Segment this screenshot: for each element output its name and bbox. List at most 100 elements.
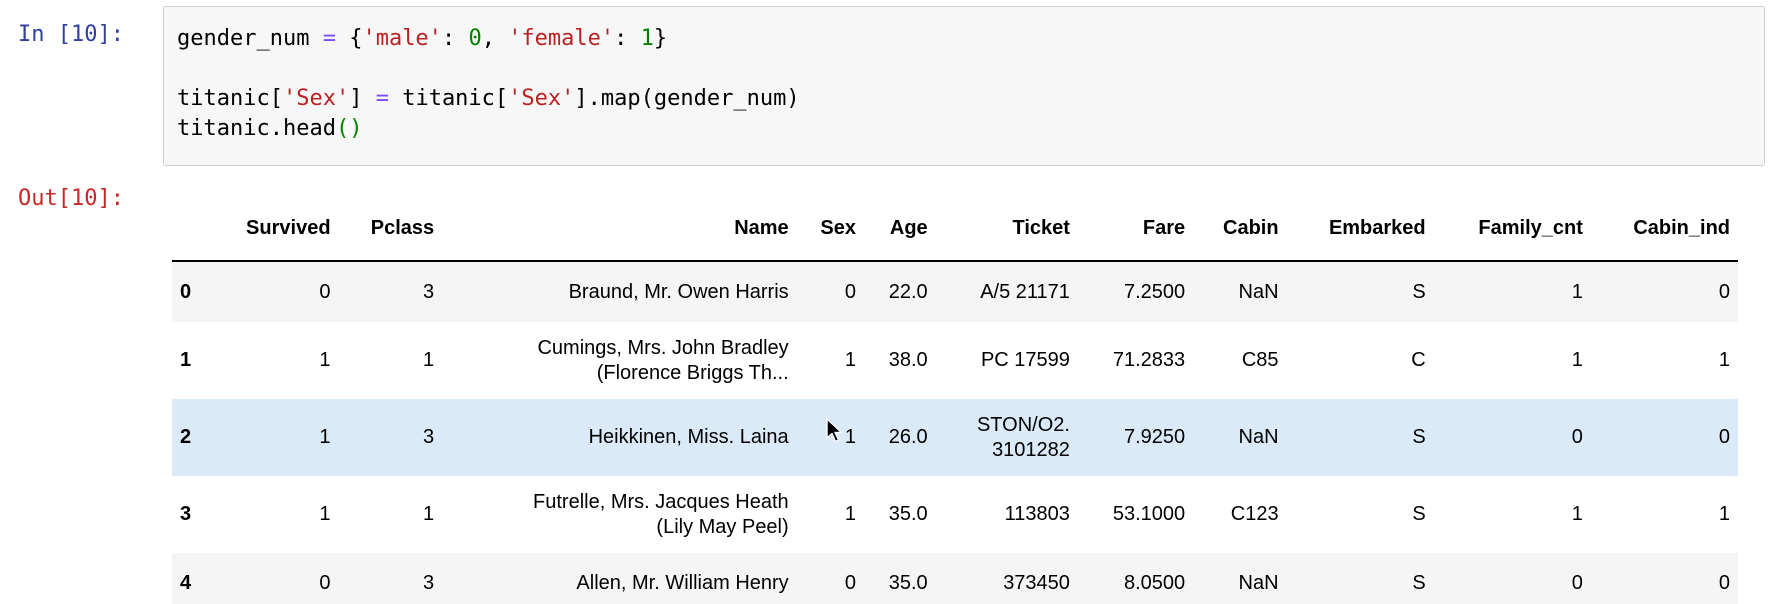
cell-fare: 53.1000 (1112, 503, 1186, 525)
cell-cabin-ind: 1 (1718, 503, 1730, 525)
table-row: 4 0 3 Allen, Mr. William Henry 0 35.0 37… (172, 553, 1738, 604)
cell-ticket-line-1: 113803 (1004, 503, 1070, 525)
cell-ticket: 373450 (936, 553, 1078, 604)
cell-sex: 0 (844, 572, 856, 594)
cell-survived: 0 (319, 572, 331, 594)
cell-name-line-1: Cumings, Mrs. John Bradley (537, 336, 789, 359)
cell-name: Allen, Mr. William Henry (442, 553, 797, 604)
cell-name: Braund, Mr. Owen Harris (442, 261, 797, 322)
cell-pclass: 3 (423, 280, 435, 303)
code-line-3: titanic['Sex'] = titanic['Sex'].map(gend… (177, 86, 800, 111)
table-row-highlighted: 2 1 3 Heikkinen, Miss. Laina 1 26.0 STON… (172, 399, 1738, 476)
row-index: 0 (180, 280, 192, 303)
cell-ticket-line-2: 3101282 (992, 438, 1070, 461)
cell-family-cnt: 0 (1571, 572, 1583, 594)
column-header-embarked: Embarked (1286, 196, 1434, 262)
cell-embarked: S (1412, 503, 1426, 525)
row-index: 1 (180, 349, 192, 371)
cell-cabin-ind: 0 (1718, 280, 1730, 303)
cell-family-cnt: 0 (1571, 426, 1583, 448)
column-header-cabin: Cabin (1193, 196, 1287, 262)
cell-ticket-line-1: 373450 (1003, 572, 1070, 594)
cell-embarked: S (1412, 280, 1426, 303)
table-header-row: Survived Pclass Name Sex Age Ticket Fare… (172, 196, 1738, 262)
cell-name-line-2: (Florence Briggs Th... (596, 361, 789, 384)
cell-age: 38.0 (888, 349, 928, 371)
column-header-family-cnt: Family_cnt (1433, 196, 1591, 262)
cell-ticket-line-1: STON/O2. (976, 413, 1070, 436)
cell-name: Futrelle, Mrs. Jacques Heath (Lily May Pe… (442, 476, 797, 553)
code-editor[interactable]: gender_num = {'male': 0, 'female': 1} ti… (177, 24, 800, 144)
cell-ticket-line-1: A/5 21171 (980, 280, 1070, 303)
cell-cabin-ind: 1 (1718, 349, 1730, 371)
output-prompt: Out[10]: (18, 186, 124, 211)
column-header-sex: Sex (796, 196, 864, 262)
cell-name-line-1: Braund, Mr. Owen Harris (568, 280, 789, 303)
cell-ticket: 113803 (936, 476, 1078, 553)
column-header-fare: Fare (1077, 196, 1194, 262)
cell-ticket: A/5 21171 (936, 261, 1078, 322)
table-row: 3 1 1 Futrelle, Mrs. Jacques Heath (Lily … (172, 476, 1738, 553)
cell-survived: 1 (319, 426, 331, 448)
column-header-survived: Survived (207, 196, 339, 262)
column-header-age: Age (864, 196, 936, 262)
cell-pclass: 1 (423, 503, 435, 525)
cell-cabin: NaN (1238, 280, 1279, 303)
cell-cabin: C123 (1230, 503, 1279, 525)
code-line-1: gender_num = {'male': 0, 'female': 1} (177, 26, 668, 51)
input-prompt: In [10]: (18, 22, 124, 47)
cell-age: 35.0 (888, 572, 928, 594)
cell-fare: 71.2833 (1112, 349, 1186, 371)
cell-survived: 1 (319, 503, 331, 525)
cell-fare: 7.2500 (1124, 280, 1186, 303)
cell-age: 22.0 (888, 280, 928, 303)
cell-sex: 1 (844, 426, 856, 448)
cell-pclass: 3 (423, 426, 435, 448)
cell-name-line-2: (Lily May Peel) (656, 515, 789, 538)
cell-survived: 0 (319, 280, 331, 303)
cell-family-cnt: 1 (1571, 280, 1583, 303)
code-line-4: titanic.head() (177, 116, 363, 141)
dataframe-table: Survived Pclass Name Sex Age Ticket Fare… (172, 196, 1738, 604)
table-row: 0 0 3 Braund, Mr. Owen Harris 0 22.0 A/5… (172, 261, 1738, 322)
cell-family-cnt: 1 (1571, 503, 1583, 525)
cell-name-line-1: Heikkinen, Miss. Laina (588, 426, 789, 448)
row-index: 4 (180, 572, 192, 594)
column-header-ticket: Ticket (935, 196, 1078, 262)
cell-sex: 1 (844, 503, 856, 525)
cell-family-cnt: 1 (1571, 349, 1583, 371)
cell-age: 35.0 (888, 503, 928, 525)
cell-embarked: S (1412, 572, 1426, 594)
mouse-pointer-icon (826, 418, 843, 443)
cell-name-line-1: Allen, Mr. William Henry (576, 572, 789, 594)
cell-ticket: STON/O2. 3101282 (936, 399, 1078, 476)
cell-name: Cumings, Mrs. John Bradley (Florence Brig… (442, 322, 797, 399)
cell-sex: 1 (844, 349, 856, 371)
cell-ticket-line-1: PC 17599 (980, 349, 1070, 371)
cell-ticket: PC 17599 (936, 322, 1078, 399)
cell-output: Survived Pclass Name Sex Age Ticket Fare… (172, 196, 1762, 604)
table-row: 1 1 1 Cumings, Mrs. John Bradley (Florenc… (172, 322, 1738, 399)
cell-name-line-1: Futrelle, Mrs. Jacques Heath (533, 490, 789, 513)
cell-embarked: S (1412, 426, 1426, 448)
cell-cabin: NaN (1238, 426, 1279, 448)
cell-cabin: NaN (1238, 572, 1279, 594)
cell-name: Heikkinen, Miss. Laina (442, 399, 797, 476)
cell-survived: 1 (319, 349, 331, 371)
cell-sex: 0 (844, 280, 856, 303)
cell-cabin: C85 (1241, 349, 1279, 371)
cell-age: 26.0 (888, 426, 928, 448)
cell-pclass: 3 (423, 572, 435, 594)
row-index: 2 (180, 426, 192, 448)
cell-fare: 8.0500 (1124, 572, 1186, 594)
cell-cabin-ind: 0 (1718, 572, 1730, 594)
cell-embarked: C (1411, 349, 1426, 371)
column-header-name: Name (442, 196, 797, 262)
column-header-index (172, 196, 208, 262)
code-cell-input[interactable]: gender_num = {'male': 0, 'female': 1} ti… (163, 6, 1765, 166)
column-header-pclass: Pclass (338, 196, 443, 262)
row-index: 3 (180, 503, 192, 525)
column-header-cabin-ind: Cabin_ind (1590, 196, 1738, 262)
cell-cabin-ind: 0 (1718, 426, 1730, 448)
cell-fare: 7.9250 (1124, 426, 1186, 448)
